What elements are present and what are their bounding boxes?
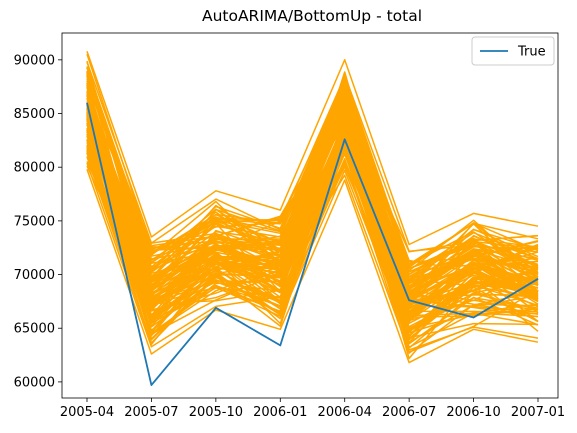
forecast-sample-line: [86, 102, 539, 282]
forecast-sample-line: [86, 51, 539, 246]
y-tick-label: 75000: [14, 214, 55, 229]
y-tick-label: 65000: [14, 322, 55, 337]
x-axis: 2005-04 2005-07 2005-10 2006-01 2006-04 2006-…: [60, 398, 565, 420]
x-tick-label: 2005-10: [189, 405, 243, 420]
forecast-sample-line: [86, 104, 539, 336]
x-tick-label: 2005-07: [124, 405, 178, 420]
legend-true-label: True: [517, 45, 546, 60]
forecast-sample-line: [86, 83, 539, 309]
forecast-sample-lines: [86, 51, 539, 364]
forecast-sample-line: [86, 79, 539, 287]
forecast-sample-line: [86, 169, 539, 364]
x-tick-label: 2006-07: [382, 405, 436, 420]
x-tick-label: 2005-04: [60, 405, 114, 420]
forecast-sample-line: [86, 71, 539, 281]
forecast-sample-line: [86, 90, 539, 323]
chart-title: AutoARIMA/BottomUp - total: [202, 7, 422, 25]
forecast-sample-line: [86, 72, 539, 296]
plot-frame: [61, 32, 559, 399]
forecast-sample-line: [86, 75, 539, 307]
y-tick-label: 90000: [14, 53, 55, 68]
y-tick-label: 85000: [14, 107, 55, 122]
true-series-line: [86, 102, 539, 387]
forecast-sample-line: [86, 132, 539, 335]
forecast-sample-line: [86, 140, 539, 351]
y-tick-label: 70000: [14, 268, 55, 283]
x-tick-label: 2006-04: [318, 405, 372, 420]
x-tick-label: 2006-10: [446, 405, 500, 420]
legend: True: [471, 36, 555, 66]
x-tick-label: 2007-01: [511, 405, 565, 420]
y-tick-label: 60000: [14, 375, 55, 390]
forecast-sample-line: [86, 135, 539, 332]
legend-box: [471, 36, 555, 66]
forecast-sample-line: [86, 95, 539, 299]
y-tick-label: 80000: [14, 161, 55, 176]
true-series: [86, 102, 539, 387]
x-tick-label: 2006-01: [253, 405, 307, 420]
forecast-sample-line: [86, 144, 539, 340]
y-axis: 60000 65000 70000 75000 80000 85000 90000: [14, 53, 62, 390]
